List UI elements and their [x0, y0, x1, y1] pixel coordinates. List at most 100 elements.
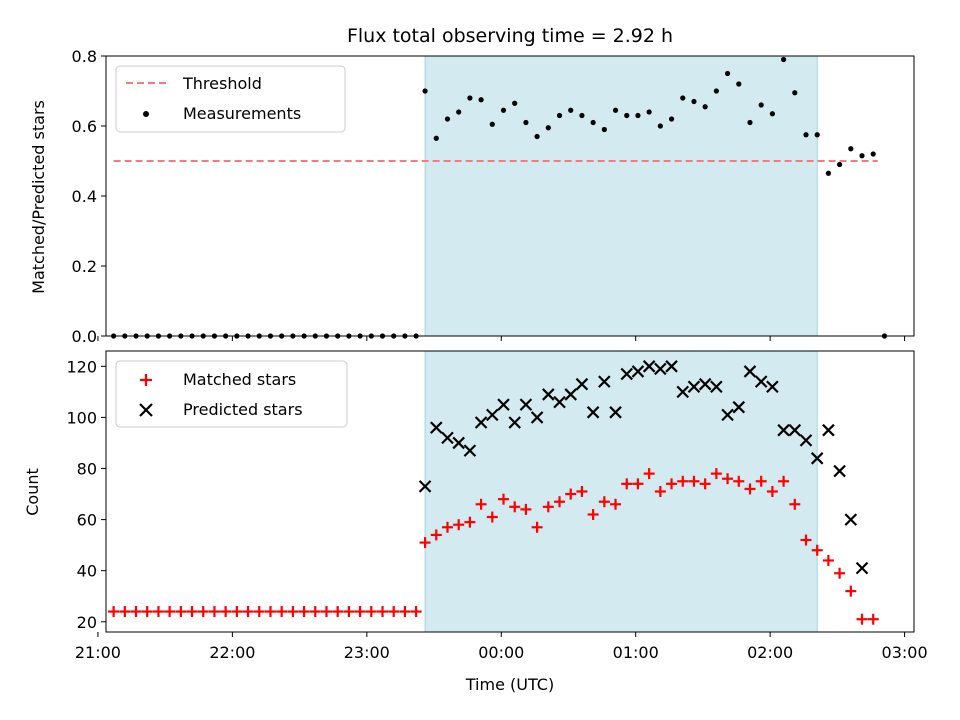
matched-star-point — [130, 606, 142, 618]
measurement-point — [792, 90, 798, 96]
matched-star-point — [845, 585, 857, 597]
legend-threshold-label: Threshold — [182, 74, 262, 93]
predicted-star-point — [564, 388, 578, 401]
predicted-star-point — [743, 365, 757, 378]
matched-star-point — [231, 606, 243, 618]
matched-star-point — [699, 478, 711, 490]
predicted-star-point — [754, 375, 768, 388]
panel-top-highlight — [424, 55, 818, 337]
measurement-point — [612, 107, 619, 113]
measurement-point — [870, 151, 876, 157]
predicted-star-point — [822, 423, 835, 437]
top-legend: Threshold Measurements — [115, 65, 346, 133]
measurement-point — [747, 119, 753, 126]
predicted-star-point — [609, 406, 622, 419]
predicted-star-point — [441, 431, 454, 445]
matched-star-point — [531, 521, 543, 533]
matched-star-point — [800, 534, 812, 546]
panel-top: 0.00.20.40.60.8 Matched/Predicted stars … — [29, 47, 915, 346]
predicted-star-point — [631, 365, 645, 378]
measurement-point — [848, 146, 854, 152]
matched-star-point — [264, 606, 276, 618]
measurement-point — [500, 107, 507, 113]
measurement-point — [601, 126, 607, 133]
matched-star-point — [365, 606, 377, 618]
measurement-point — [780, 56, 787, 63]
predicted-star-point — [698, 377, 712, 391]
measurement-point — [523, 119, 529, 126]
panel-bottom-frame — [105, 350, 915, 633]
bottom-x-ticks: 21:00 22:00 23:00 00:00 01:00 02:00 03:00 — [75, 632, 928, 662]
matched-star-point — [220, 606, 232, 618]
measurement-point — [758, 102, 764, 108]
predicted-star-point — [620, 367, 634, 381]
bottom-x-tick-label: 01:00 — [613, 643, 659, 662]
predicted-star-point — [855, 561, 869, 575]
matched-star-point — [108, 606, 120, 618]
predicted-star-point — [586, 406, 600, 419]
measurement-point — [534, 133, 540, 140]
measurement-point — [769, 111, 775, 117]
bottom-y-tick-label: 100 — [66, 408, 97, 427]
predicted-star-point — [788, 423, 802, 437]
predicted-star-point — [418, 480, 432, 493]
matched-star-point — [621, 478, 633, 490]
measurement-point — [444, 116, 451, 122]
matched-star-point — [464, 516, 476, 528]
matched-star-point — [610, 498, 622, 510]
measurement-point — [691, 98, 697, 105]
measurement-point — [579, 112, 585, 119]
measurement-point — [668, 116, 675, 122]
top-y-tick-label: 0.6 — [72, 117, 97, 136]
measurement-point — [713, 88, 719, 94]
chart-title: Flux total observing time = 2.92 h — [347, 25, 673, 47]
matched-star-point — [722, 473, 734, 485]
measurement-point — [859, 153, 865, 159]
predicted-star-point — [654, 362, 667, 376]
measurement-point — [568, 107, 574, 113]
top-y-ticks: 0.0 0.2 0.4 0.6 0.8 — [72, 47, 106, 346]
bottom-y-tick-label: 20 — [77, 613, 97, 632]
matched-star-point — [733, 475, 745, 487]
predicted-star-point — [553, 395, 566, 409]
predicted-star-point — [777, 423, 790, 437]
matched-star-point — [253, 606, 265, 618]
bottom-legend: Matched stars Predicted stars — [115, 360, 348, 428]
bottom-x-tick-label: 23:00 — [344, 643, 390, 662]
matched-star-point — [666, 478, 678, 490]
matched-star-point — [654, 486, 666, 497]
matched-star-point — [811, 544, 823, 556]
measurement-point — [478, 97, 484, 103]
top-y-tick-label: 0.2 — [72, 257, 97, 276]
bottom-y-axis-label: Count — [23, 468, 42, 516]
predicted-star-point — [463, 444, 477, 457]
measurement-point — [680, 95, 686, 101]
bottom-x-tick-label: 03:00 — [882, 643, 928, 662]
bottom-x-tick-label: 02:00 — [747, 643, 793, 662]
measurement-point — [624, 112, 630, 119]
matched-star-point — [152, 606, 164, 618]
matched-star-point — [354, 606, 366, 618]
bottom-y-tick-label: 120 — [66, 357, 97, 376]
matched-star-point — [554, 496, 566, 508]
measurement-point — [646, 109, 652, 115]
matched-star-point — [834, 567, 846, 579]
predicted-star-point — [844, 513, 858, 526]
matched-star-point — [867, 613, 879, 625]
predicted-star-point — [721, 408, 734, 422]
top-legend-box — [115, 65, 346, 133]
matched-star-point — [441, 521, 453, 533]
matched-star-point — [276, 606, 288, 618]
matched-star-point — [475, 498, 487, 510]
legend-predicted-label: Predicted stars — [183, 400, 303, 419]
predicted-star-point — [810, 452, 824, 465]
measurement-point — [545, 125, 551, 131]
matched-star-point — [565, 488, 577, 500]
measurement-point — [512, 100, 518, 106]
matched-star-point — [287, 606, 299, 618]
matched-star-point — [509, 501, 521, 513]
matched-star-point — [343, 606, 355, 618]
matched-star-point — [822, 554, 834, 566]
predicted-star-point — [519, 398, 533, 411]
